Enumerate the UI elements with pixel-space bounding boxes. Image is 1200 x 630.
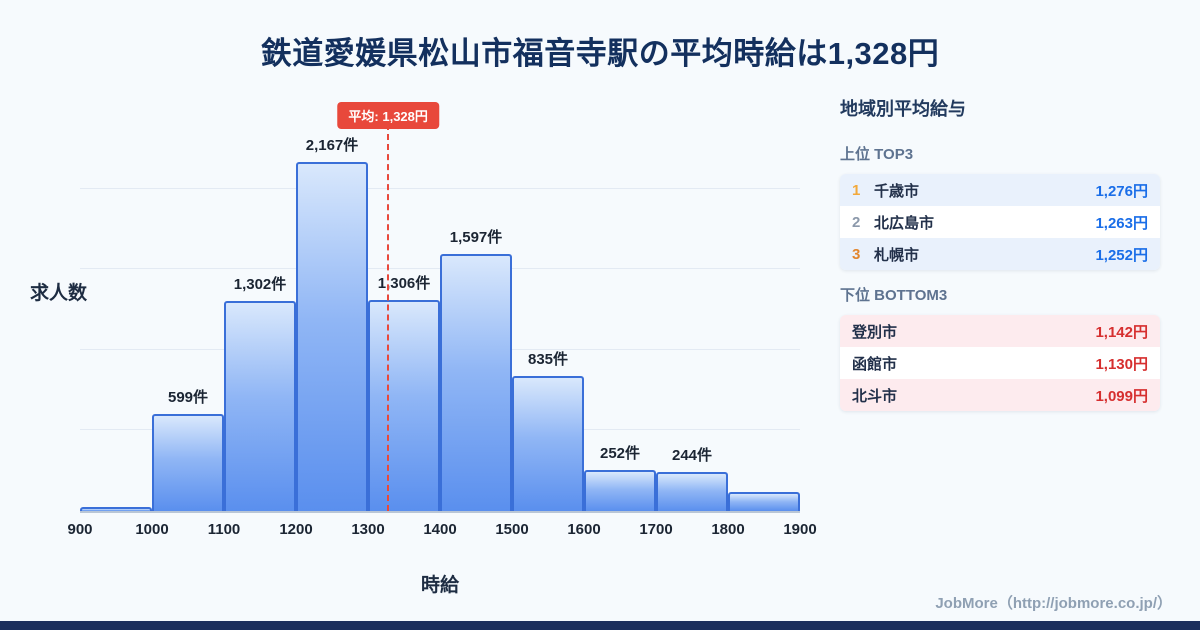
rank-number: 2 [852,213,861,231]
plot-area: 599件 1,302件 2,167件 1,306件 1,597件 835件 252件 244件 [80,118,800,513]
x-tick-label: 1700 [639,521,673,538]
top3-heading: 上位 TOP3 [840,146,914,163]
sidebar-title: 地域別平均給与 [840,99,966,119]
city-name: 登別市 [852,323,898,341]
region-salary-sidebar: 地域別平均給与 上位 TOP3 1 千歳市 1,276円 2 北広島市 1,263円 3 札幌… [840,95,1160,419]
bar-value-label: 1,302件 [233,276,287,294]
histogram-bar [224,301,296,511]
x-tick-label: 1800 [711,521,745,538]
x-tick-label: 1000 [135,521,169,538]
ranking-row: 3 札幌市 1,252円 [840,238,1160,270]
histogram-bar [656,471,728,511]
bottom3-panel: 登別市 1,142円函館市 1,130円北斗市 1,099円 [840,315,1160,411]
histogram-bar [80,506,152,511]
x-tick-label: 900 [67,521,93,538]
histogram-bar [296,161,368,511]
x-tick-label: 1500 [495,521,529,538]
city-name: 北広島市 [874,214,935,232]
wage-value: 1,276円 [1095,182,1148,200]
wage-value: 1,142円 [1095,323,1148,341]
x-tick-label: 1100 [207,521,241,538]
x-axis-ticks: 900 1000 1100 1200 1300 1400 1500 1600 1700 1800 1… [67,521,816,543]
bar-value-label: 1,597件 [449,228,503,246]
wage-value: 1,099円 [1095,387,1148,405]
wage-value: 1,263円 [1095,214,1148,232]
ranking-row: 1 千歳市 1,276円 [840,174,1160,206]
rank-number: 3 [852,245,861,263]
ranking-row: 北斗市 1,099円 [840,379,1160,411]
histogram-bar [512,376,584,511]
wage-value: 1,130円 [1095,355,1148,373]
histogram-bar [728,491,800,511]
histogram-bar [368,300,440,511]
histogram-bar [584,470,656,511]
average-line [387,124,390,511]
histogram-bar [152,414,224,511]
histogram-bar [440,253,512,511]
footer-credit: JobMore（http://jobmore.co.jp/） [935,595,1172,612]
x-tick-label: 1600 [567,521,601,538]
ranking-row: 2 北広島市 1,263円 [840,206,1160,238]
ranking-row: 函館市 1,130円 [840,347,1160,379]
city-name: 北斗市 [852,387,898,405]
average-badge: 平均: 1,328円 [337,102,439,129]
city-name: 札幌市 [874,246,920,264]
bar-value-label: 1,306件 [377,275,431,293]
histogram-chart: 599件 1,302件 2,167件 1,306件 1,597件 835件 252件 244件… [67,100,817,605]
x-tick-label: 1200 [279,521,313,538]
x-tick-label: 1900 [783,521,817,538]
x-tick-label: 1300 [351,521,385,538]
gridline [80,187,800,189]
page-title: 鉄道愛媛県松山市福音寺駅の平均時給は1,328円 [260,36,940,71]
bottom3-heading: 下位 BOTTOM3 [840,287,948,304]
bar-value-label: 244件 [671,446,713,464]
y-axis-label: 求人数 [30,283,88,304]
bar-value-label: 835件 [527,351,569,369]
city-name: 千歳市 [874,182,920,200]
bottom-accent-bar [0,621,1200,630]
bar-value-label: 2,167件 [305,136,359,154]
city-name: 函館市 [852,355,898,373]
wage-value: 1,252円 [1095,246,1148,264]
ranking-row: 登別市 1,142円 [840,315,1160,347]
x-tick-label: 1400 [423,521,457,538]
bar-value-label: 252件 [599,445,641,463]
bar-value-label: 599件 [167,389,209,407]
x-axis-label: 時給 [420,575,459,596]
top3-panel: 1 千歳市 1,276円 2 北広島市 1,263円 3 札幌市 1,252円 [840,174,1160,270]
rank-number: 1 [852,181,861,199]
